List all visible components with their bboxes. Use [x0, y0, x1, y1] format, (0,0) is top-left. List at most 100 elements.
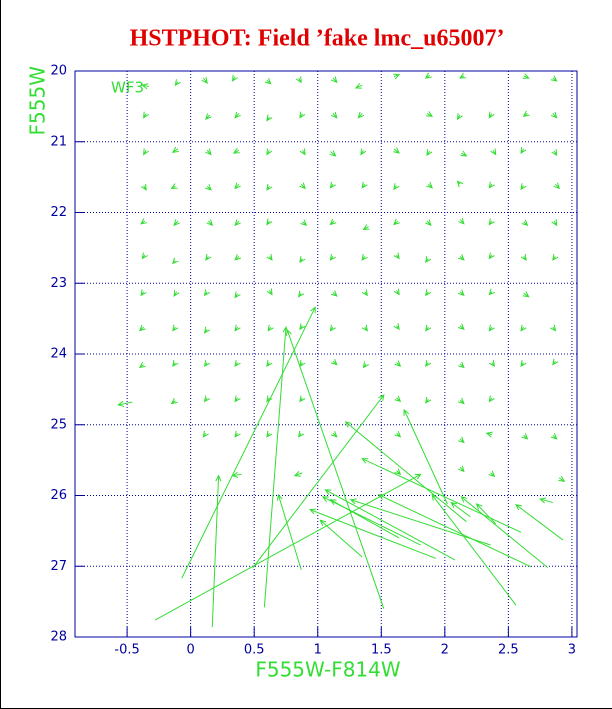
arrow — [550, 111, 558, 119]
arrow — [550, 433, 558, 440]
arrow — [299, 256, 306, 263]
arrow — [360, 148, 367, 156]
y-tick-label: 22 — [50, 205, 67, 220]
arrow — [203, 395, 211, 403]
arrow — [293, 471, 303, 477]
arrow — [488, 395, 495, 403]
arrow — [298, 290, 305, 298]
arrow — [344, 421, 467, 523]
arrow — [324, 489, 456, 561]
arrow — [173, 219, 180, 227]
y-tick-label: 21 — [50, 134, 67, 149]
arrow — [141, 83, 149, 90]
arrow — [298, 430, 305, 438]
arrow — [539, 497, 553, 504]
arrow — [458, 217, 465, 225]
arrow — [117, 400, 133, 407]
arrow — [393, 147, 400, 154]
arrow — [488, 252, 495, 260]
arrow — [458, 323, 465, 331]
arrow — [458, 436, 465, 444]
arrow — [266, 218, 273, 226]
arrow — [520, 253, 527, 261]
arrow — [488, 470, 496, 478]
arrow — [485, 431, 493, 438]
arrow — [425, 256, 432, 263]
arrow — [357, 111, 365, 119]
arrow — [349, 498, 491, 546]
arrow — [424, 72, 432, 79]
arrow — [362, 361, 370, 369]
arrow — [330, 358, 338, 366]
y-axis-label: F555W — [26, 66, 50, 136]
arrow — [206, 219, 214, 227]
arrow — [232, 147, 240, 154]
x-tick-label: 2 — [441, 643, 449, 658]
arrow — [521, 219, 529, 227]
arrow — [490, 148, 497, 156]
x-tick-label: -0.5 — [114, 643, 139, 658]
arrow — [234, 291, 241, 299]
arrow — [140, 218, 148, 225]
arrow — [300, 219, 308, 227]
x-tick-label: 3 — [568, 643, 576, 658]
arrow — [488, 111, 495, 119]
arrow — [266, 395, 273, 403]
arrow — [138, 324, 146, 332]
arrow — [329, 181, 336, 189]
arrow — [520, 360, 527, 367]
arrow — [329, 253, 336, 261]
arrow — [377, 494, 532, 568]
arrow — [231, 74, 238, 82]
arrow — [138, 361, 146, 369]
arrow — [456, 180, 464, 188]
arrow — [460, 496, 549, 569]
arrow — [172, 360, 179, 367]
arrow — [459, 72, 467, 79]
arrow — [266, 430, 273, 438]
arrow — [515, 504, 564, 541]
arrow — [522, 110, 530, 117]
arrow — [552, 253, 559, 261]
arrow — [140, 183, 147, 191]
arrow — [299, 148, 306, 156]
arrow — [425, 360, 432, 367]
arrow — [458, 361, 465, 369]
arrow — [521, 433, 529, 440]
arrow — [520, 324, 527, 332]
chart-title: HSTPHOT: Field ’fake lmc_u65007’ — [130, 26, 505, 52]
arrow — [393, 323, 400, 331]
arrow — [202, 430, 209, 438]
arrow — [181, 306, 316, 579]
arrow — [329, 218, 337, 226]
arrow — [488, 181, 495, 189]
arrow — [361, 289, 368, 297]
arrow — [234, 254, 242, 261]
arrow — [488, 218, 495, 226]
arrow — [143, 111, 149, 119]
x-tick-label: 1 — [314, 643, 322, 658]
arrow — [295, 76, 302, 84]
arrow — [140, 289, 147, 297]
arrow — [426, 181, 433, 189]
arrow — [552, 358, 559, 366]
arrow — [458, 465, 465, 473]
arrow — [267, 324, 274, 332]
annotation: WF3 — [111, 79, 144, 97]
arrow — [520, 147, 527, 155]
arrow — [276, 493, 302, 570]
arrow — [234, 219, 241, 227]
arrow — [203, 326, 211, 334]
arrow — [319, 519, 363, 558]
arrow — [458, 254, 465, 261]
arrow — [330, 431, 338, 438]
arrow — [425, 289, 432, 297]
y-tick-label: 23 — [50, 276, 67, 291]
arrow — [403, 408, 448, 505]
arrow — [266, 183, 273, 191]
arrow — [234, 182, 241, 190]
arrow — [172, 324, 179, 332]
arrow — [170, 397, 178, 405]
